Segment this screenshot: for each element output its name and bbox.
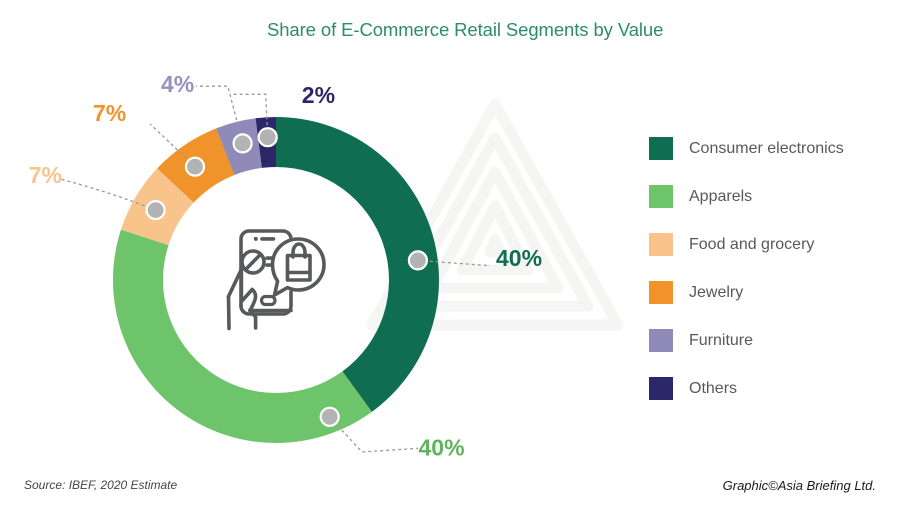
svg-text:40%: 40% <box>419 435 465 461</box>
svg-text:2%: 2% <box>302 82 335 108</box>
svg-text:7%: 7% <box>93 100 126 126</box>
svg-text:7%: 7% <box>29 162 62 188</box>
svg-text:40%: 40% <box>496 245 542 271</box>
svg-text:4%: 4% <box>161 71 194 97</box>
